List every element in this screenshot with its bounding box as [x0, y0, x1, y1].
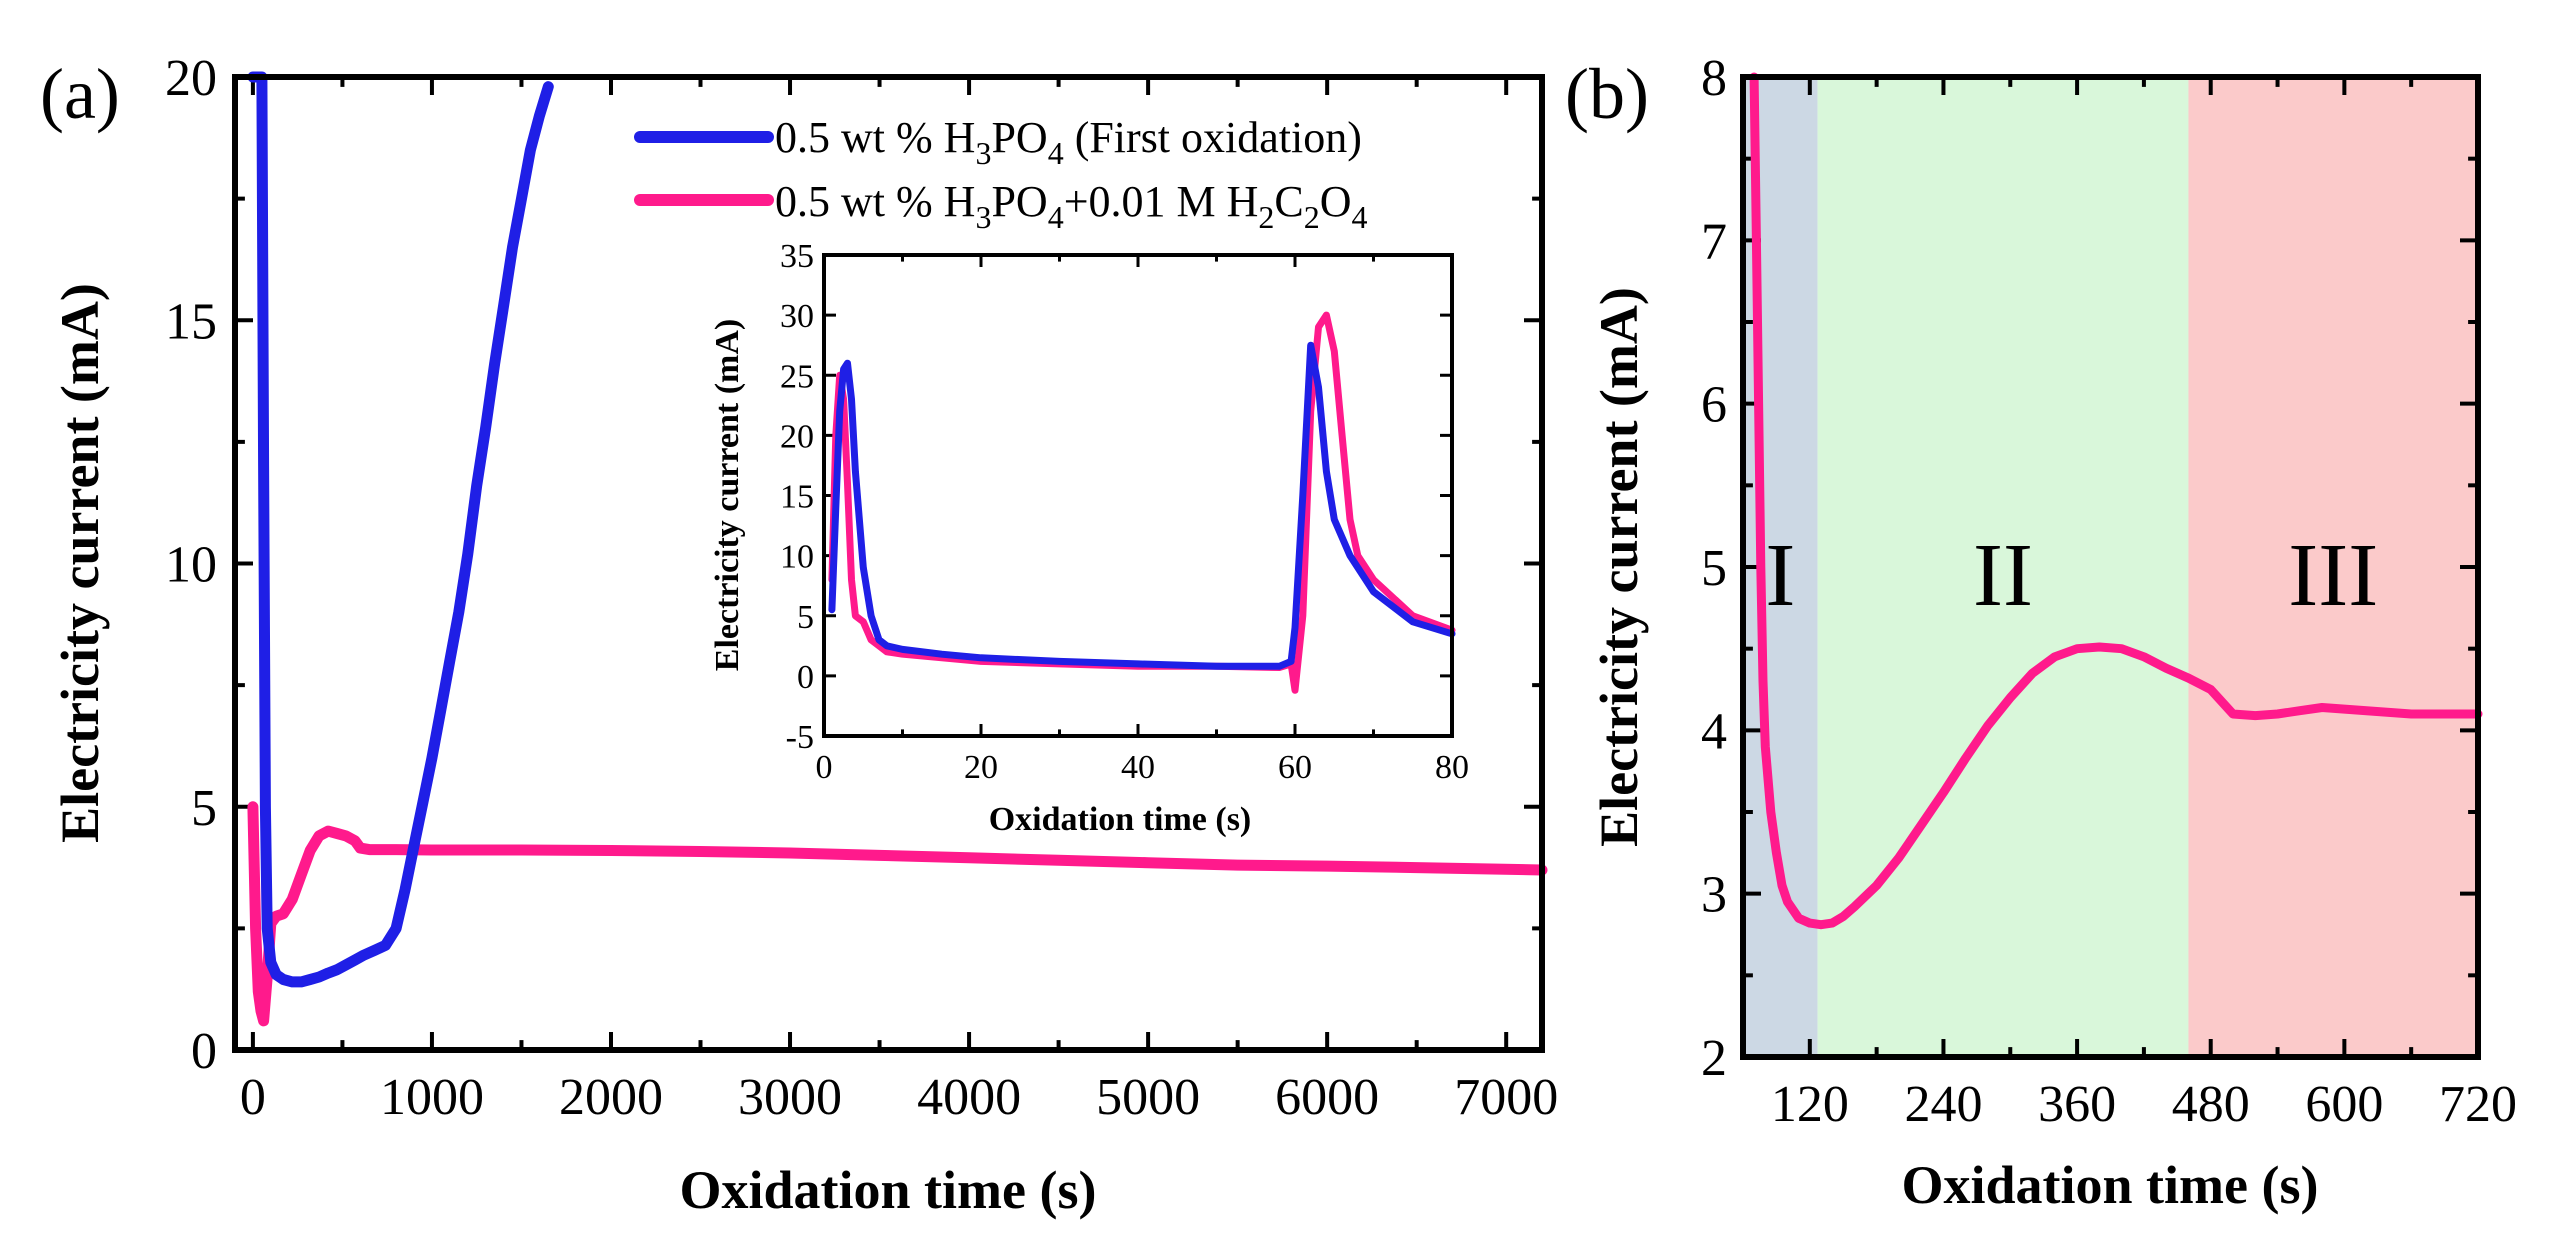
panel-b-ticks: 120 240 360 480 600 720 2 3 4 5 6 7 8	[1701, 50, 2517, 1133]
panel-b-series-line-0	[1749, 72, 2483, 930]
panel-a-x-axis-title: Oxidation time (s)	[680, 1160, 1097, 1220]
panel-b-label: (b)	[1565, 54, 1649, 134]
y-tick-label: -5	[786, 719, 814, 756]
y-tick-label: 5	[1701, 540, 1727, 597]
x-tick-label: 0	[240, 1069, 266, 1126]
y-tick-label: 25	[780, 358, 814, 395]
region-label-1: I	[1765, 526, 1795, 625]
inset-series	[828, 311, 1456, 694]
y-tick-label: 20	[165, 50, 217, 107]
region-label-3: III	[2288, 526, 2378, 625]
inset-frame	[822, 253, 1454, 738]
y-tick-label: 2	[1701, 1030, 1727, 1087]
panel-a: (a) 0 1000 2000 3000 4000 5000 6000 70000510152…	[40, 50, 1558, 1220]
y-tick-label: 5	[797, 599, 814, 636]
x-tick-label: 3000	[738, 1069, 842, 1126]
y-tick-label: 4	[1701, 703, 1727, 760]
panel-a-legend: 0.5 wt % H3PO4 (First oxidation) 0.5 wt …	[634, 113, 1368, 235]
y-tick-label: 6	[1701, 377, 1727, 434]
panel-b-frame	[1740, 74, 2481, 1060]
inset-series-line-1	[828, 341, 1456, 670]
x-tick-label: 80	[1435, 749, 1469, 786]
panel-a-series-line-1	[247, 71, 554, 988]
y-tick-label: 10	[165, 537, 217, 594]
y-tick-label: 5	[191, 780, 217, 837]
legend-label-first-oxidation: 0.5 wt % H3PO4 (First oxidation)	[775, 113, 1362, 171]
region-band-2	[1817, 77, 2189, 1057]
y-tick-label: 20	[780, 418, 814, 455]
panel-a-series	[247, 71, 1548, 1027]
panel-a-series-line-0	[247, 801, 1548, 1027]
y-tick-label: 15	[165, 293, 217, 350]
x-tick-label: 7000	[1454, 1069, 1558, 1126]
panel-b-y-axis-title: Electricity current (mA)	[1589, 287, 1649, 847]
x-tick-label: 360	[2038, 1076, 2116, 1133]
inset-x-axis-title: Oxidation time (s)	[989, 801, 1252, 838]
x-tick-label: 480	[2172, 1076, 2250, 1133]
y-tick-label: 0	[191, 1023, 217, 1080]
x-tick-label: 4000	[917, 1069, 1021, 1126]
y-tick-label: 7	[1701, 213, 1727, 270]
x-tick-label: 40	[1121, 749, 1155, 786]
panel-a-frame	[232, 74, 1545, 1053]
y-tick-label: 3	[1701, 867, 1727, 924]
y-tick-label: 0	[797, 659, 814, 696]
y-tick-label: 30	[780, 298, 814, 335]
x-tick-label: 60	[1278, 749, 1312, 786]
legend-label-oxalic-acid: 0.5 wt % H3PO4+0.01 M H2C2O4	[775, 177, 1368, 235]
x-tick-label: 120	[1771, 1076, 1849, 1133]
y-tick-label: 10	[780, 539, 814, 576]
x-tick-label: 5000	[1096, 1069, 1200, 1126]
y-tick-label: 15	[780, 479, 814, 516]
x-tick-label: 600	[2305, 1076, 2383, 1133]
x-tick-label: 0	[816, 749, 833, 786]
y-tick-label: 35	[780, 238, 814, 275]
panel-a-y-axis-title: Electricity current (mA)	[50, 283, 110, 843]
panel-b-series	[1749, 72, 2483, 930]
x-tick-label: 1000	[380, 1069, 484, 1126]
region-band-3	[2188, 77, 2478, 1057]
inset-y-axis-title: Electricity current (mA)	[709, 319, 746, 671]
panel-a-label: (a)	[40, 54, 120, 134]
panel-b-x-axis-title: Oxidation time (s)	[1902, 1155, 2319, 1215]
region-label-2: II	[1973, 526, 2033, 625]
x-tick-label: 2000	[559, 1069, 663, 1126]
x-tick-label: 20	[964, 749, 998, 786]
x-tick-label: 720	[2439, 1076, 2517, 1133]
y-tick-label: 8	[1701, 50, 1727, 107]
x-tick-label: 240	[1904, 1076, 1982, 1133]
x-tick-label: 6000	[1275, 1069, 1379, 1126]
inset-series-line-0	[828, 311, 1456, 694]
